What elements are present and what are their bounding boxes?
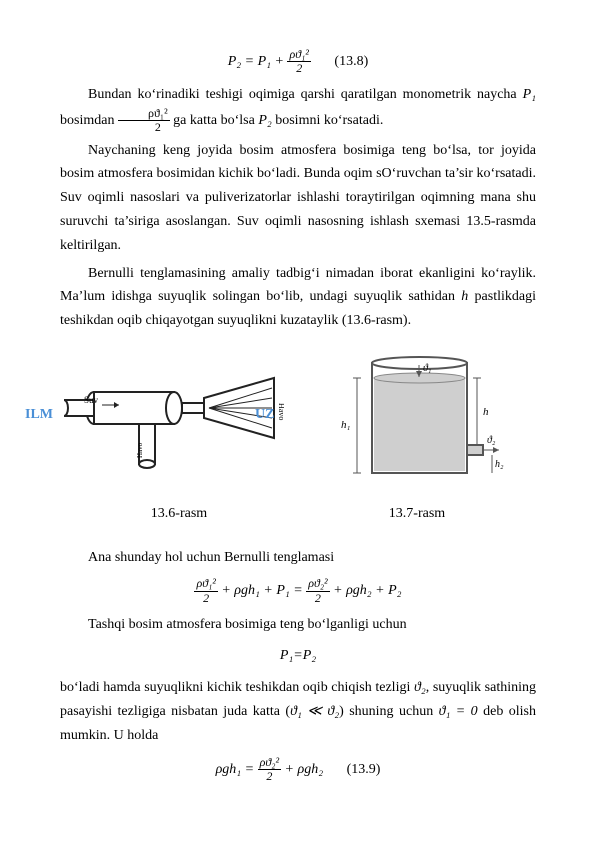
- equation-bernoulli: ρϑ₁² 2 + ρgh₁ + P₁ = ρϑ₂² 2 + ρgh₂ + P₂: [60, 577, 536, 604]
- eq-number: (13.8): [334, 54, 368, 69]
- paragraph-6: bo‘ladi hamda suyuqlikni kichik teshikda…: [60, 676, 536, 747]
- caption-row: 13.6-rasm 13.7-rasm: [60, 502, 536, 526]
- label-g1: ϑ₁: [423, 363, 431, 374]
- paragraph-5: Tashqi bosim atmosfera bosimiga teng bo‘…: [60, 613, 536, 637]
- inline-fraction: ρϑ₁² 2: [118, 107, 170, 134]
- eq-fraction: ρϑ₁² 2: [287, 48, 310, 75]
- venturi-diagram: Havo Suv Havo: [64, 358, 284, 478]
- watermark-uz: UZ: [255, 403, 274, 427]
- label-h1: h₁: [341, 419, 351, 431]
- label-havo-tube: Havo: [136, 442, 144, 458]
- caption-13-6: 13.6-rasm: [60, 502, 298, 526]
- caption-13-7: 13.7-rasm: [298, 502, 536, 526]
- equation-13-8: P₂ = P₁ + ρϑ₁² 2 (13.8): [60, 48, 536, 75]
- eq-number-139: (13.9): [347, 762, 381, 777]
- label-h2: h₂: [495, 459, 504, 470]
- label-h: h: [483, 406, 489, 418]
- label-havo: Havo: [277, 403, 284, 420]
- equation-13-9: ρgh₁ = ρϑ₂² 2 + ρgh₂ (13.9): [60, 756, 536, 783]
- eq-lhs: P₂ = P₁ +: [228, 54, 288, 69]
- paragraph-3: Bernulli tenglamasining amaliy tadbig‘i …: [60, 262, 536, 333]
- figure-13-6: Havo Suv Havo: [60, 358, 288, 487]
- paragraph-4: Ana shunday hol uchun Bernulli tenglamas…: [60, 546, 536, 570]
- paragraph-1: Bundan ko‘rinadiki teshigi oqimiga qarsh…: [60, 83, 536, 134]
- paragraph-2: Naychaning keng joyida bosim atmosfera b…: [60, 139, 536, 258]
- equation-p1p2: P₁=P₂: [60, 644, 536, 668]
- figure-row: Havo Suv Havo ϑ₁: [60, 353, 536, 492]
- label-suv: Suv: [84, 395, 99, 405]
- watermark-ilm: ILM: [25, 403, 53, 427]
- label-g2: ϑ₂: [487, 435, 496, 446]
- vessel-diagram: ϑ₁ h h₁ ϑ₂ h₂: [337, 353, 507, 483]
- figure-13-7: ϑ₁ h h₁ ϑ₂ h₂: [308, 353, 536, 492]
